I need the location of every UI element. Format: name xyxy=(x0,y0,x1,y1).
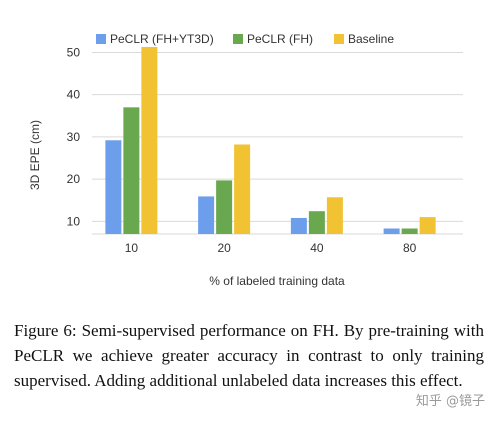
bar xyxy=(419,217,436,234)
y-axis-label: 3D EPE (cm) xyxy=(28,120,42,190)
bar xyxy=(326,197,343,234)
y-tick-label: 10 xyxy=(67,214,81,228)
legend-swatch xyxy=(334,34,344,44)
x-tick-label: 80 xyxy=(403,241,417,255)
legend-swatch xyxy=(233,34,243,44)
bar xyxy=(290,217,307,234)
figure-caption: Figure 6: Semi-supervised performance on… xyxy=(14,321,484,390)
legend-label: Baseline xyxy=(348,32,394,46)
bars xyxy=(105,46,436,235)
legend-label: PeCLR (FH+YT3D) xyxy=(110,32,214,46)
bar xyxy=(401,228,418,234)
bar xyxy=(141,46,158,235)
x-tick-labels: 10 20 40 80 xyxy=(125,241,417,255)
bar xyxy=(105,140,122,234)
x-tick-label: 10 xyxy=(125,241,139,255)
watermark: 知乎 @镜子 xyxy=(415,394,485,409)
legend-swatch xyxy=(96,34,106,44)
bar xyxy=(308,211,325,234)
y-tick-label: 40 xyxy=(67,88,81,102)
bar xyxy=(216,180,233,234)
x-axis-label: % of labeled training data xyxy=(209,274,345,288)
bar xyxy=(383,228,400,234)
y-tick-label: 50 xyxy=(67,45,81,59)
bar xyxy=(198,196,215,234)
legend-label: PeCLR (FH) xyxy=(247,32,313,46)
y-tick-label: 20 xyxy=(67,172,81,186)
legend: PeCLR (FH+YT3D) PeCLR (FH) Baseline xyxy=(96,32,394,46)
bar xyxy=(123,107,140,234)
bar-chart: PeCLR (FH+YT3D) PeCLR (FH) Baseline 10 20 30… xyxy=(28,32,463,288)
y-tick-labels: 10 20 30 40 50 xyxy=(67,45,81,228)
bar xyxy=(234,144,251,234)
y-tick-label: 30 xyxy=(67,130,81,144)
x-tick-label: 20 xyxy=(217,241,231,255)
x-tick-label: 40 xyxy=(310,241,324,255)
